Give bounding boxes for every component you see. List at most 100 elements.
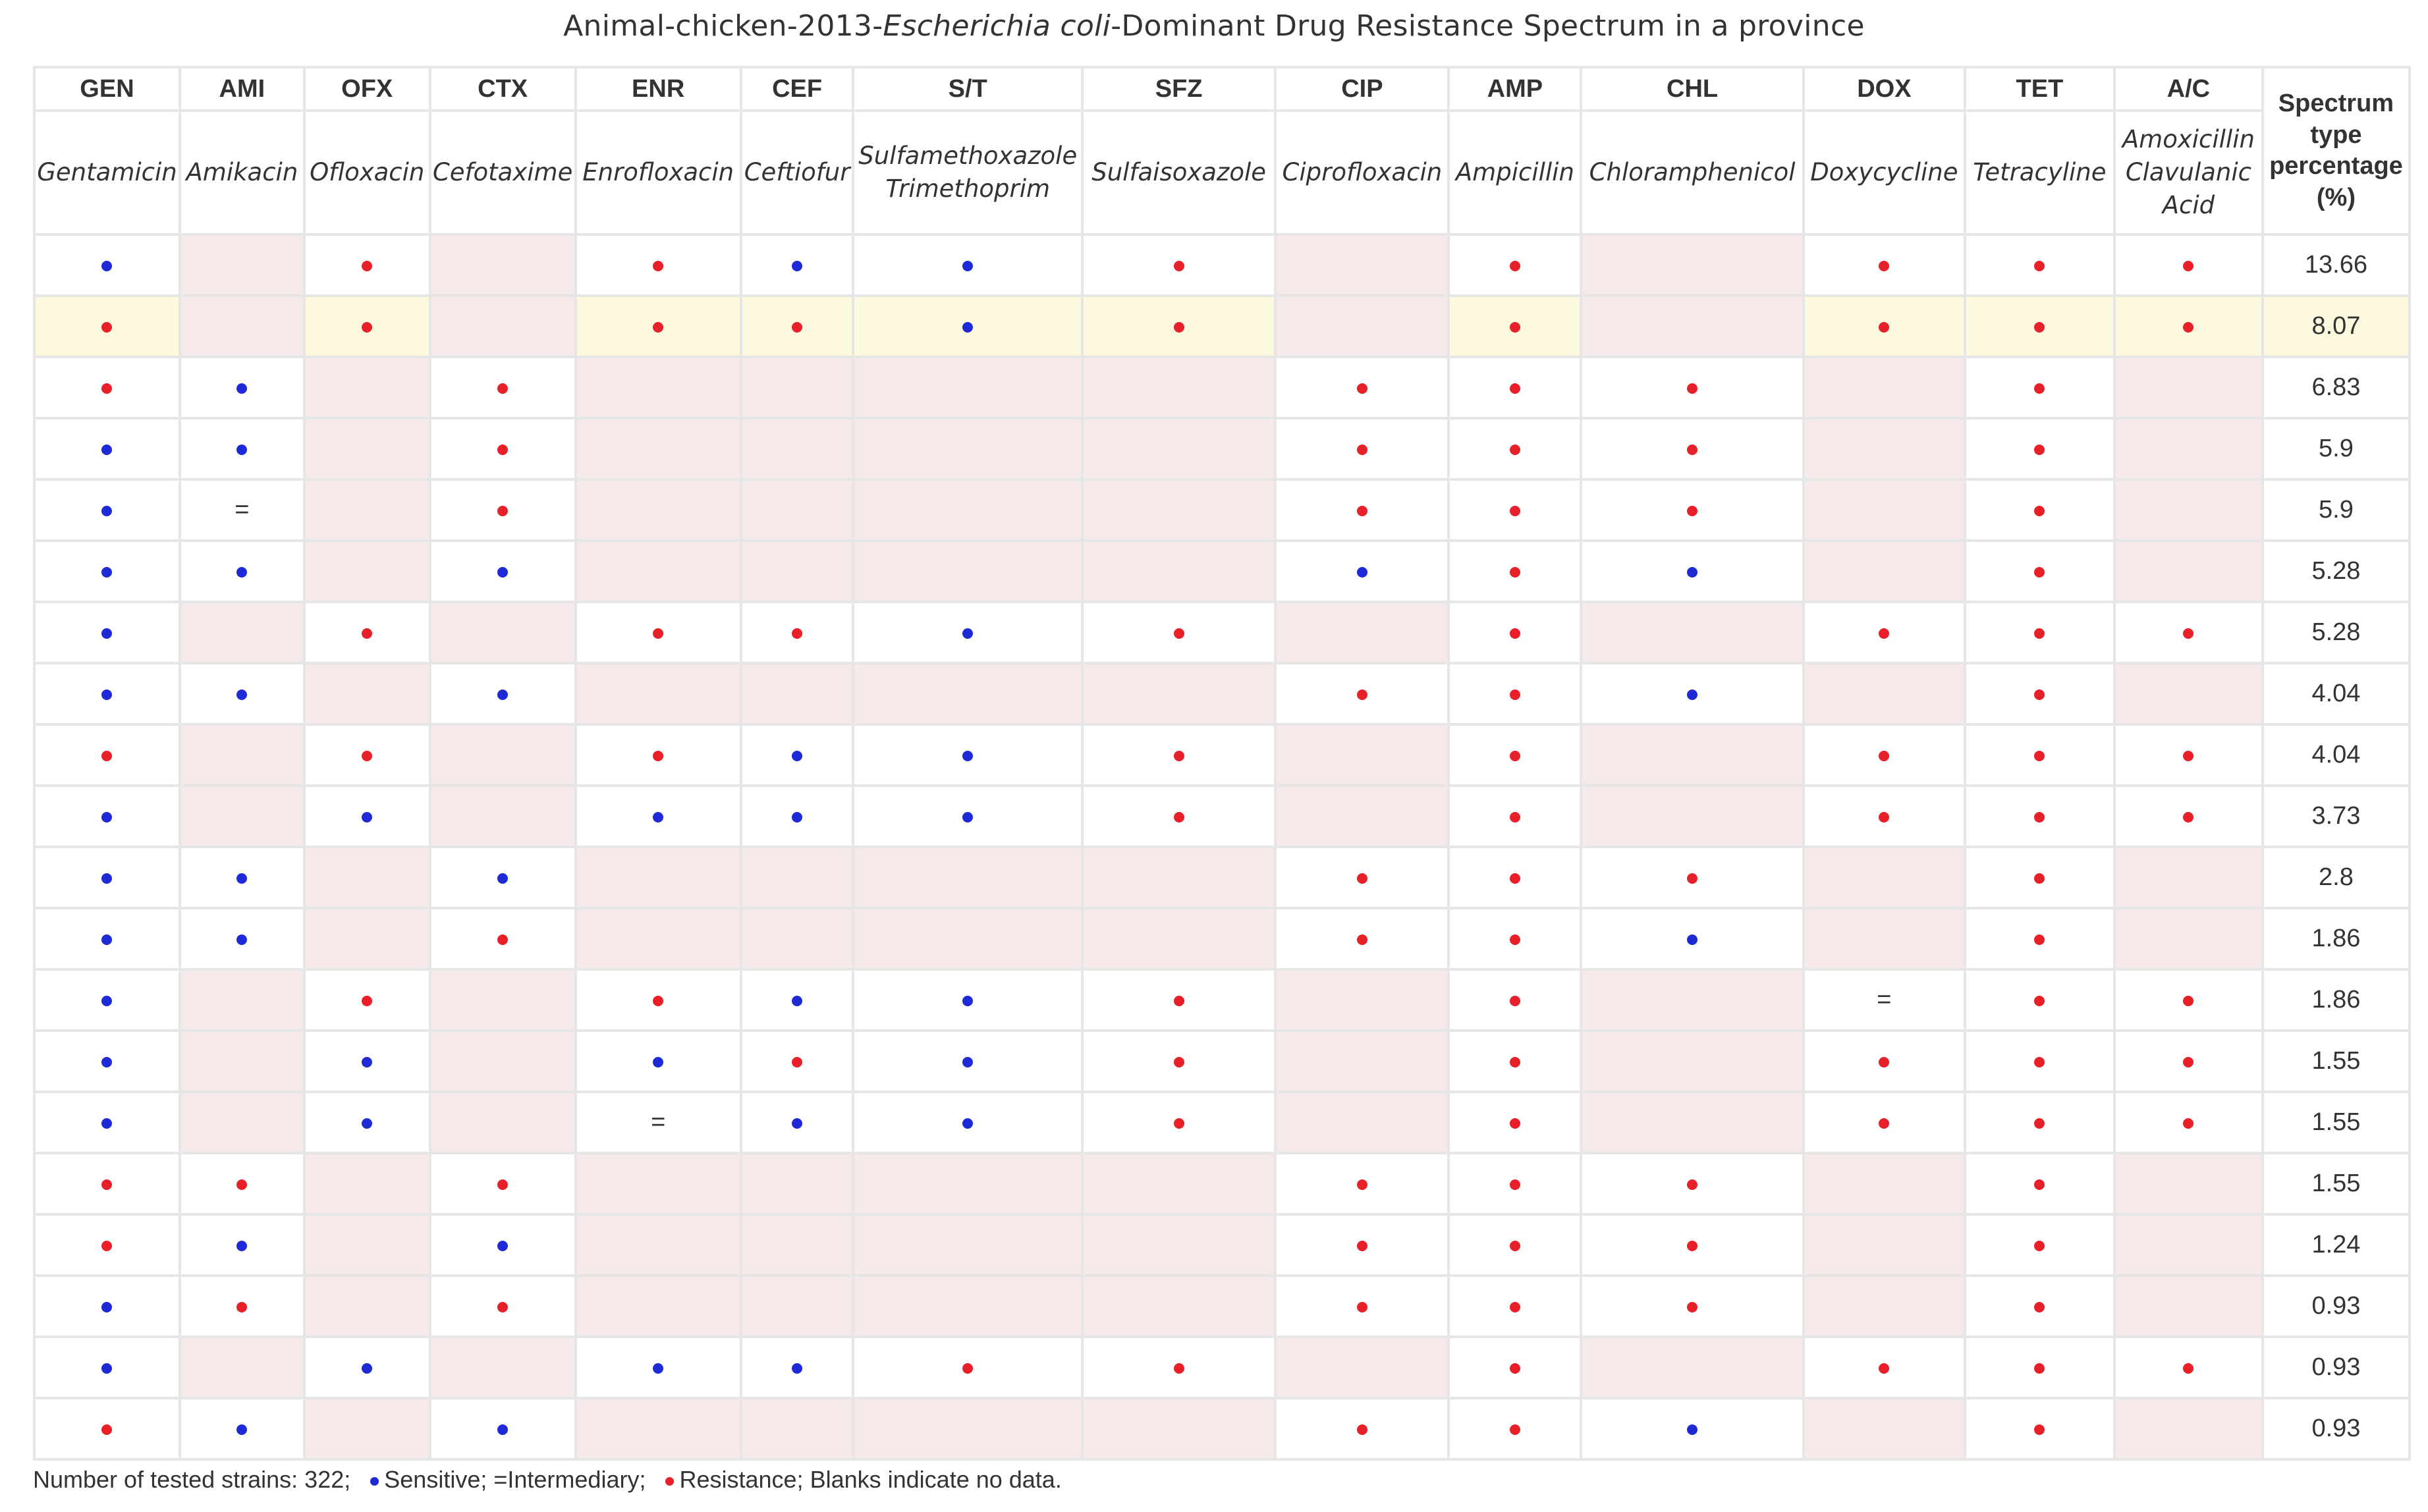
col-name-enr: Enrofloxacin [574,109,742,236]
result-cell-cef [739,1029,855,1093]
result-cell-dox [1802,1336,1966,1399]
result-cell-ac [2112,907,2264,971]
result-cell-gen [33,723,181,787]
blue-dot-icon [1356,566,1367,578]
red-dot-icon [1173,260,1184,271]
result-cell-ami: = [178,478,306,542]
table-row: 5.28 [33,539,2412,603]
result-cell-ofx [302,233,431,297]
blue-dot-icon [362,1363,373,1374]
result-cell-st [852,968,1084,1032]
result-cell-gen [33,1397,181,1461]
result-cell-ac [2112,417,2264,481]
result-cell-tet [1963,662,2116,726]
result-cell-amp [1447,1274,1583,1338]
result-cell-ac [2112,294,2264,358]
blue-dot-icon [962,995,974,1006]
table-row: 6.83 [33,356,2412,419]
blue-dot-icon [101,444,113,455]
result-cell-amp [1447,662,1583,726]
blue-dot-icon [236,1424,248,1435]
result-cell-tet [1963,1152,2116,1216]
result-cell-ofx [302,539,431,603]
drug-name-line: Ampicillin [1455,158,1574,187]
result-cell-cef [739,907,855,971]
result-cell-ctx [428,294,577,358]
result-cell-st [852,601,1084,664]
result-cell-chl [1580,1397,1805,1461]
blue-dot-icon [101,811,113,823]
result-cell-enr [574,784,742,848]
header-abbr-row: GEN AMI OFX CTX ENR CEF S/T SFZ CIP AMP … [33,66,2412,236]
result-cell-gen [33,1336,181,1399]
legend-strains: Number of tested strains: 322; [33,1466,351,1493]
spectrum-percentage-value: 8.07 [2261,294,2412,358]
spectrum-percentage-value: 0.93 [2261,1397,2412,1461]
blue-dot-icon [497,1424,509,1435]
spectrum-percentage-value: 4.04 [2261,662,2412,726]
result-cell-amp [1447,1091,1583,1154]
red-dot-icon [362,628,373,639]
red-dot-icon [362,321,373,333]
col-abbr-gen: GEN [33,66,181,112]
red-dot-icon [1173,321,1184,333]
red-dot-icon [1356,1301,1367,1312]
red-dot-icon [2034,444,2045,455]
blue-dot-icon [792,260,803,271]
result-cell-ofx [302,784,431,848]
result-cell-ac [2112,846,2264,909]
result-cell-ac [2112,662,2264,726]
result-cell-cip [1274,1213,1450,1277]
red-dot-icon [2034,1301,2045,1312]
result-cell-sfz [1080,968,1277,1032]
drug-name-line: Clavulanic [2125,158,2251,187]
result-cell-dox [1802,417,1966,481]
result-cell-sfz [1080,846,1277,909]
result-cell-amp [1447,1213,1583,1277]
result-cell-amp [1447,539,1583,603]
red-dot-icon [792,1056,803,1067]
result-cell-dox [1802,846,1966,909]
red-dot-icon [2183,628,2194,639]
result-cell-st [852,294,1084,358]
result-cell-st [852,1336,1084,1399]
blue-dot-icon [1687,934,1698,945]
result-cell-gen [33,233,181,297]
blue-dot-icon [653,811,664,823]
result-cell-sfz [1080,478,1277,542]
red-dot-icon [962,1363,974,1374]
result-cell-sfz [1080,907,1277,971]
result-cell-sfz [1080,1152,1277,1216]
result-cell-st [852,907,1084,971]
result-cell-ami [178,1091,306,1154]
result-cell-cip [1274,784,1450,848]
title-suffix: -Dominant Drug Resistance Spectrum in a … [1111,9,1865,43]
result-cell-ac [2112,968,2264,1032]
red-dot-icon [1509,1363,1520,1374]
result-cell-dox [1802,294,1966,358]
result-cell-amp [1447,784,1583,848]
blue-dot-icon [497,1240,509,1251]
result-cell-ofx [302,601,431,664]
result-cell-cip [1274,846,1450,909]
result-cell-ofx [302,356,431,419]
blue-dot-icon [101,689,113,700]
col-name-dox: Doxycycline [1802,109,1966,236]
result-cell-cip [1274,539,1450,603]
result-cell-cef [739,846,855,909]
col-abbr-dox: DOX [1802,66,1966,112]
red-dot-icon [1879,1118,1890,1129]
result-cell-ctx [428,417,577,481]
red-dot-icon [236,1179,248,1190]
title-prefix: Animal-chicken-2013- [563,9,883,43]
result-cell-enr [574,846,742,909]
result-cell-chl [1580,233,1805,297]
result-cell-sfz [1080,294,1277,358]
red-dot-icon [2034,321,2045,333]
red-dot-icon [1509,260,1520,271]
table-row: 8.07 [33,294,2412,358]
result-cell-chl [1580,662,1805,726]
result-cell-ac [2112,539,2264,603]
equals-sign: = [1877,986,1892,1013]
result-cell-cef [739,1397,855,1461]
